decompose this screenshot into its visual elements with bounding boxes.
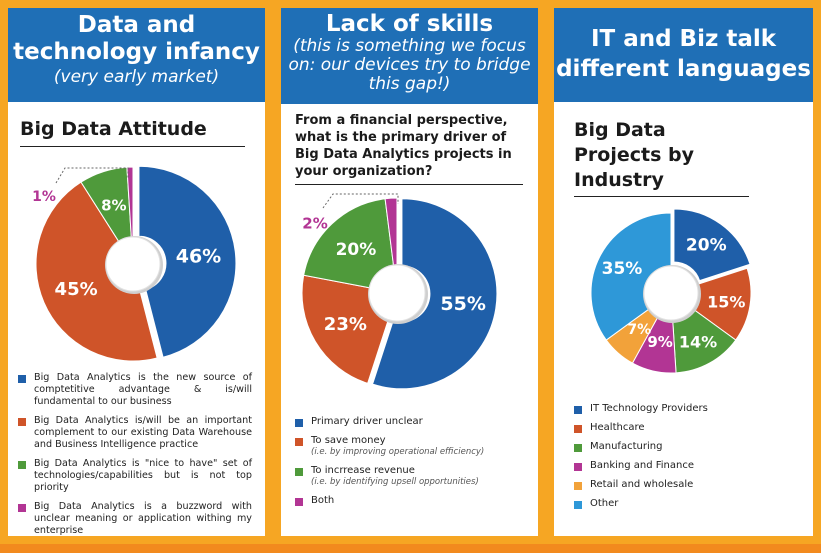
pie-chart-projects-by-industry: 20% 15% 14% 9%7% 35% (590, 208, 752, 374)
data-label-4: 7% (627, 322, 651, 338)
chart-legend: Big Data Analytics is the new source of … (18, 372, 252, 544)
legend-item: Manufacturing (574, 441, 794, 453)
header-title: IT and Biz talk different languages (556, 26, 811, 82)
panel-data-technology-infancy: Data and technology infancy (very early … (8, 8, 265, 536)
legend-label: Banking and Finance (590, 460, 695, 471)
legend-item: Big Data Analytics is a buzzword with un… (18, 501, 252, 537)
data-label-0: 20% (686, 235, 727, 255)
data-label-3: 2% (302, 214, 327, 232)
data-label-2: 20% (336, 240, 377, 260)
label-leader-line (55, 167, 129, 184)
legend-item: Retail and wholesale (574, 479, 794, 491)
donut-hole (105, 236, 161, 292)
legend-item: To save money (i.e. by improving operatio… (295, 435, 525, 458)
data-label-1: 23% (324, 314, 367, 335)
header-subtitle: (very early market) (53, 67, 220, 87)
header-subtitle: (this is something we focus on: our devi… (288, 36, 531, 94)
data-label-2: 8% (101, 196, 126, 214)
panel-header: Lack of skills (this is something we foc… (281, 8, 538, 104)
section-title: Big Data Projects by Industry (574, 118, 749, 197)
chart-legend: Primary driver unclear To save money (i.e.… (295, 416, 525, 514)
legend-item: Other (574, 498, 794, 510)
legend-label: Big Data Analytics is a buzzword with un… (34, 501, 252, 536)
legend-label: Big Data Analytics is "nice to have" set… (34, 458, 252, 493)
legend-label: Other (590, 498, 619, 509)
pie-chart-big-data-attitude: 46% 45% 8% 1% (32, 165, 237, 362)
legend-swatch (295, 468, 303, 476)
legend-swatch (574, 444, 582, 452)
panel-header: Data and technology infancy (very early … (8, 8, 265, 102)
legend-label: Big Data Analytics is the new source of … (34, 372, 252, 407)
data-label-3: 1% (32, 189, 56, 205)
label-leader-line (322, 193, 399, 209)
legend-swatch (295, 438, 303, 446)
legend-swatch (18, 504, 26, 512)
panel-lack-of-skills: Lack of skills (this is something we foc… (281, 8, 538, 536)
section-title: Big Data Attitude (20, 118, 245, 147)
legend-label: Big Data Analytics is/will be an importa… (34, 415, 252, 450)
legend-label: Manufacturing (590, 441, 663, 452)
panel-it-biz-languages: IT and Biz talk different languages Big … (554, 8, 813, 536)
legend-swatch (295, 498, 303, 506)
legend-note: (i.e. by identifying upsell opportunitie… (311, 477, 479, 487)
legend-label: IT Technology Providers (590, 403, 708, 414)
survey-question: From a financial perspective, what is th… (295, 112, 523, 185)
legend-swatch (295, 419, 303, 427)
legend-swatch (18, 461, 26, 469)
donut-hole (368, 264, 426, 322)
legend-label: Primary driver unclear (311, 416, 423, 427)
legend-item: Big Data Analytics is the new source of … (18, 372, 252, 408)
legend-item: To incrrease revenue (i.e. by identifying… (295, 465, 525, 488)
data-label-1: 45% (55, 279, 98, 300)
legend-label: Retail and wholesale (590, 479, 694, 490)
data-label-0: 46% (176, 245, 221, 267)
legend-item: IT Technology Providers (574, 403, 794, 415)
header-title: Data and technology infancy (13, 12, 260, 65)
data-label-1: 15% (707, 292, 745, 311)
data-label-2: 14% (679, 333, 717, 352)
legend-swatch (574, 463, 582, 471)
legend-swatch (574, 501, 582, 509)
legend-swatch (574, 425, 582, 433)
bottom-strip (0, 544, 821, 553)
legend-swatch (18, 375, 26, 383)
chart-legend: IT Technology Providers Healthcare Manufac… (574, 403, 794, 517)
header-title: Lack of skills (325, 11, 494, 37)
data-label-5: 35% (602, 259, 643, 279)
legend-label: To save money (311, 435, 386, 446)
data-label-3: 9% (647, 333, 672, 351)
panel-header: IT and Biz talk different languages (554, 8, 813, 102)
legend-item: Healthcare (574, 422, 794, 434)
legend-swatch (574, 406, 582, 414)
legend-item: Banking and Finance (574, 460, 794, 472)
legend-item: Primary driver unclear (295, 416, 525, 428)
legend-item: Big Data Analytics is "nice to have" set… (18, 458, 252, 494)
pie-slice-0 (371, 198, 498, 390)
pie-slice-0 (673, 208, 751, 282)
pie-slice-0 (138, 165, 237, 358)
pie-chart-primary-driver: 55% 23% 20% 2% (301, 193, 498, 390)
legend-swatch (574, 482, 582, 490)
legend-label: To incrrease revenue (311, 465, 415, 476)
donut-hole (643, 265, 699, 321)
data-label-0: 55% (440, 293, 485, 315)
legend-note: (i.e. by improving operational efficienc… (311, 447, 485, 457)
legend-swatch (18, 418, 26, 426)
legend-label: Healthcare (590, 422, 645, 433)
legend-item: Both (295, 495, 525, 507)
legend-label: Both (311, 495, 335, 506)
legend-item: Big Data Analytics is/will be an importa… (18, 415, 252, 451)
